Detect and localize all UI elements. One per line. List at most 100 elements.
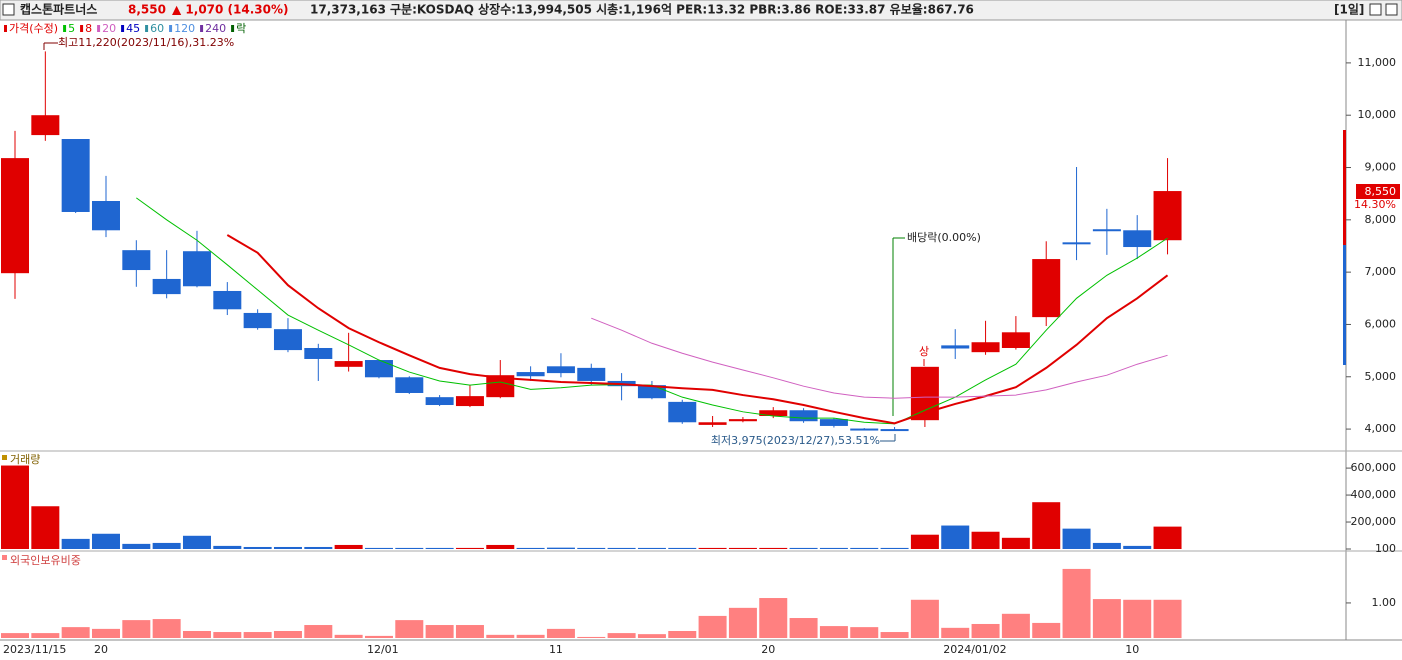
panel-title: 거래량 [10,453,40,466]
bar [1153,599,1182,638]
legend-swatch [145,25,149,32]
candle-body [1153,191,1182,241]
bar [395,620,424,638]
bar [880,632,909,638]
candle-body [152,278,181,295]
legend-swatch [121,25,125,32]
bar [698,615,727,638]
stock-volume: 17,373,163 [310,3,386,17]
bar [607,633,636,638]
legend-swatch [169,25,173,32]
candle-body [577,367,606,381]
bar [1,633,29,638]
candle-body [364,360,393,378]
candle-body [395,377,424,393]
y-tick-label: 600,000 [1351,461,1397,474]
panel-icon [2,455,7,460]
bar [486,634,515,638]
candle-body [880,429,909,432]
bar [637,547,666,549]
bar [1062,528,1091,549]
bar [546,628,575,638]
y-tick-label: 400,000 [1351,488,1397,501]
candle-body [1092,229,1121,232]
close-button[interactable] [1385,3,1398,16]
bar [1032,622,1061,638]
dividend-annotation: 배당락(0.00%) [907,231,981,244]
checkbox[interactable] [2,3,15,16]
bar [1032,502,1061,549]
bar [91,628,120,638]
bar [122,620,151,638]
bar [516,634,545,638]
bar [941,627,970,638]
candle-body [455,396,484,407]
period[interactable]: [1일] [1334,3,1364,17]
candle-body [61,139,90,212]
bar [334,544,363,549]
window-button[interactable] [1369,3,1382,16]
y-tick-label: 9,000 [1365,161,1397,174]
legend-label: 60 [150,22,164,35]
legend-label: 20 [102,22,116,35]
legend-swatch [200,25,204,32]
panel-title: 외국인보유비중 [10,554,81,567]
bar [364,635,393,638]
x-tick-label: 20 [94,643,108,656]
y-tick-label: 7,000 [1365,265,1397,278]
bar [789,547,818,549]
bar [1123,599,1152,638]
candle-body [1032,259,1061,318]
bar [577,547,606,549]
bar [425,625,454,638]
bar [304,546,333,549]
bar [759,598,788,638]
x-tick-label: 20 [761,643,775,656]
candle-body [122,250,151,271]
y-tick-label: 1.00 [1372,596,1397,609]
x-tick-label: 2024/01/02 [943,643,1006,656]
candle-body [1,158,29,274]
bar [728,547,757,549]
candle-body [273,329,302,351]
candle-body [516,372,545,377]
candle-body [910,366,939,421]
candle-body [759,410,788,416]
bar [486,544,515,549]
bar [1,465,29,549]
candle-body [1001,332,1030,348]
bar [637,634,666,638]
bar [850,547,879,549]
bar [1123,545,1152,549]
candle-body [304,347,333,359]
bar [182,535,211,549]
legend-label: 락 [236,22,246,35]
candle-body [941,345,970,349]
bar [182,630,211,638]
bar [607,547,636,549]
bar [273,630,302,638]
bar [243,632,272,638]
candle-body [486,375,515,398]
legend-label: 240 [205,22,226,35]
bar [577,636,606,638]
bar [395,547,424,549]
candle-body [1123,230,1152,248]
low-annotation: 최저3,975(2023/12/27),53.51% [711,434,880,447]
legend-label: 45 [126,22,140,35]
y-tick-label: 6,000 [1365,317,1397,330]
bar [31,633,60,638]
bar [152,542,181,549]
bar [789,618,818,638]
candle-body [243,312,272,329]
y-tick-label: 4,000 [1365,422,1397,435]
candle-body [728,419,757,422]
last-price: 8,550 [1365,185,1397,198]
bar [819,626,848,638]
bar [728,607,757,638]
bar [61,538,90,549]
x-tick-label: 12/01 [367,643,399,656]
y-tick-label: 8,000 [1365,213,1397,226]
candle-body [850,428,879,431]
